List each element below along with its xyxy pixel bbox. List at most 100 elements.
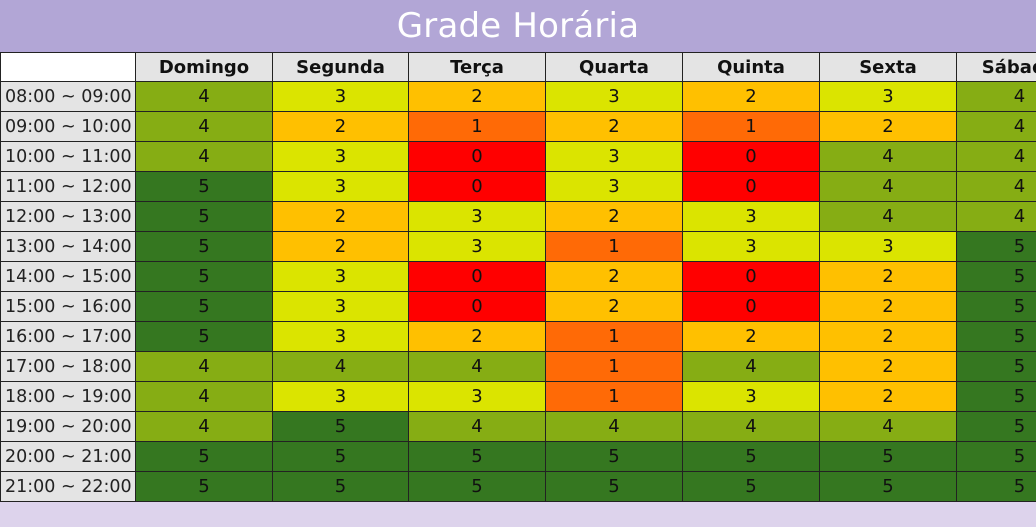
schedule-cell: 3 [272, 141, 409, 172]
time-slot-label: 11:00 ~ 12:00 [0, 171, 136, 202]
schedule-cell: 2 [545, 111, 683, 142]
time-slot-label: 18:00 ~ 19:00 [0, 381, 136, 412]
schedule-cell: 3 [408, 201, 546, 232]
schedule-cell: 4 [135, 411, 273, 442]
header-corner [0, 52, 136, 82]
schedule-cell: 3 [408, 381, 546, 412]
schedule-cell: 5 [819, 471, 957, 502]
header-day: Quinta [682, 52, 820, 82]
schedule-cell: 5 [956, 441, 1036, 472]
schedule-cell: 4 [956, 111, 1036, 142]
schedule-cell: 4 [408, 411, 546, 442]
schedule-cell: 3 [272, 171, 409, 202]
schedule-cell: 2 [272, 201, 409, 232]
schedule-cell: 2 [819, 351, 957, 382]
schedule-cell: 3 [272, 291, 409, 322]
schedule-cell: 5 [545, 441, 683, 472]
time-slot-label: 15:00 ~ 16:00 [0, 291, 136, 322]
schedule-cell: 4 [956, 81, 1036, 112]
schedule-cell: 2 [545, 291, 683, 322]
schedule-cell: 4 [135, 381, 273, 412]
time-slot-label: 10:00 ~ 11:00 [0, 141, 136, 172]
table-row: 21:00 ~ 22:00 5 5 5 5 5 5 5 [0, 471, 1036, 502]
schedule-cell: 3 [682, 201, 820, 232]
schedule-cell: 4 [545, 411, 683, 442]
schedule-cell: 3 [408, 231, 546, 262]
header-day: Terça [408, 52, 546, 82]
schedule-cell: 4 [819, 171, 957, 202]
schedule-cell: 2 [408, 321, 546, 352]
schedule-cell: 5 [956, 261, 1036, 292]
schedule-cell: 2 [682, 321, 820, 352]
schedule-cell: 5 [408, 441, 546, 472]
header-row: Domingo Segunda Terça Quarta Quinta Sext… [0, 52, 1036, 82]
header-day: Domingo [135, 52, 273, 82]
schedule-cell: 5 [819, 441, 957, 472]
schedule-cell: 4 [408, 351, 546, 382]
schedule-cell: 2 [819, 381, 957, 412]
schedule-cell: 5 [272, 411, 409, 442]
schedule-table: Domingo Segunda Terça Quarta Quinta Sext… [0, 52, 1036, 502]
schedule-cell: 5 [956, 381, 1036, 412]
table-row: 17:00 ~ 18:00 4 4 4 1 4 2 5 [0, 351, 1036, 382]
table-row: 13:00 ~ 14:00 5 2 3 1 3 3 5 [0, 231, 1036, 262]
schedule-cell: 3 [682, 231, 820, 262]
schedule-cell: 0 [682, 141, 820, 172]
schedule-cell: 5 [135, 321, 273, 352]
schedule-cell: 1 [545, 231, 683, 262]
schedule-cell: 5 [135, 201, 273, 232]
schedule-cell: 4 [819, 141, 957, 172]
schedule-cell: 5 [135, 231, 273, 262]
time-slot-label: 19:00 ~ 20:00 [0, 411, 136, 442]
schedule-cell: 1 [408, 111, 546, 142]
schedule-cell: 2 [819, 261, 957, 292]
schedule-cell: 4 [956, 171, 1036, 202]
title-bar: Grade Horária [0, 0, 1036, 52]
schedule-cell: 5 [545, 471, 683, 502]
page-title: Grade Horária [396, 6, 640, 46]
schedule-cell: 4 [819, 411, 957, 442]
table-row: 12:00 ~ 13:00 5 2 3 2 3 4 4 [0, 201, 1036, 232]
schedule-cell: 2 [545, 201, 683, 232]
schedule-cell: 5 [956, 471, 1036, 502]
schedule-cell: 5 [135, 471, 273, 502]
schedule-cell: 0 [408, 261, 546, 292]
schedule-cell: 2 [545, 261, 683, 292]
time-slot-label: 08:00 ~ 09:00 [0, 81, 136, 112]
schedule-cell: 2 [272, 111, 409, 142]
schedule-cell: 1 [682, 111, 820, 142]
schedule-cell: 2 [682, 81, 820, 112]
table-row: 14:00 ~ 15:00 5 3 0 2 0 2 5 [0, 261, 1036, 292]
header-day: Segunda [272, 52, 409, 82]
time-slot-label: 09:00 ~ 10:00 [0, 111, 136, 142]
schedule-cell: 2 [408, 81, 546, 112]
schedule-cell: 0 [682, 261, 820, 292]
schedule-cell: 0 [408, 141, 546, 172]
schedule-cell: 5 [272, 441, 409, 472]
schedule-cell: 0 [408, 171, 546, 202]
schedule-cell: 5 [272, 471, 409, 502]
table-row: 19:00 ~ 20:00 4 5 4 4 4 4 5 [0, 411, 1036, 442]
schedule-cell: 3 [272, 381, 409, 412]
time-slot-label: 16:00 ~ 17:00 [0, 321, 136, 352]
schedule-cell: 2 [819, 291, 957, 322]
schedule-cell: 5 [135, 171, 273, 202]
schedule-cell: 3 [272, 321, 409, 352]
time-slot-label: 17:00 ~ 18:00 [0, 351, 136, 382]
schedule-cell: 5 [956, 351, 1036, 382]
schedule-cell: 1 [545, 321, 683, 352]
table-row: 20:00 ~ 21:00 5 5 5 5 5 5 5 [0, 441, 1036, 472]
schedule-cell: 2 [272, 231, 409, 262]
schedule-cell: 4 [682, 411, 820, 442]
schedule-cell: 4 [135, 111, 273, 142]
header-day: Sexta [819, 52, 957, 82]
schedule-cell: 1 [545, 381, 683, 412]
table-row: 18:00 ~ 19:00 4 3 3 1 3 2 5 [0, 381, 1036, 412]
schedule-cell: 5 [956, 291, 1036, 322]
time-slot-label: 14:00 ~ 15:00 [0, 261, 136, 292]
time-slot-label: 20:00 ~ 21:00 [0, 441, 136, 472]
table-row: 08:00 ~ 09:00 4 3 2 3 2 3 4 [0, 81, 1036, 112]
schedule-cell: 4 [272, 351, 409, 382]
schedule-cell: 5 [956, 231, 1036, 262]
schedule-cell: 5 [408, 471, 546, 502]
